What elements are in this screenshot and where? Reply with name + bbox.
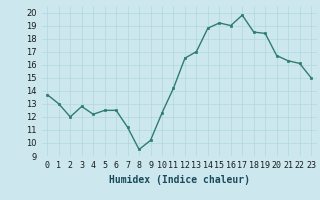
- X-axis label: Humidex (Indice chaleur): Humidex (Indice chaleur): [109, 175, 250, 185]
